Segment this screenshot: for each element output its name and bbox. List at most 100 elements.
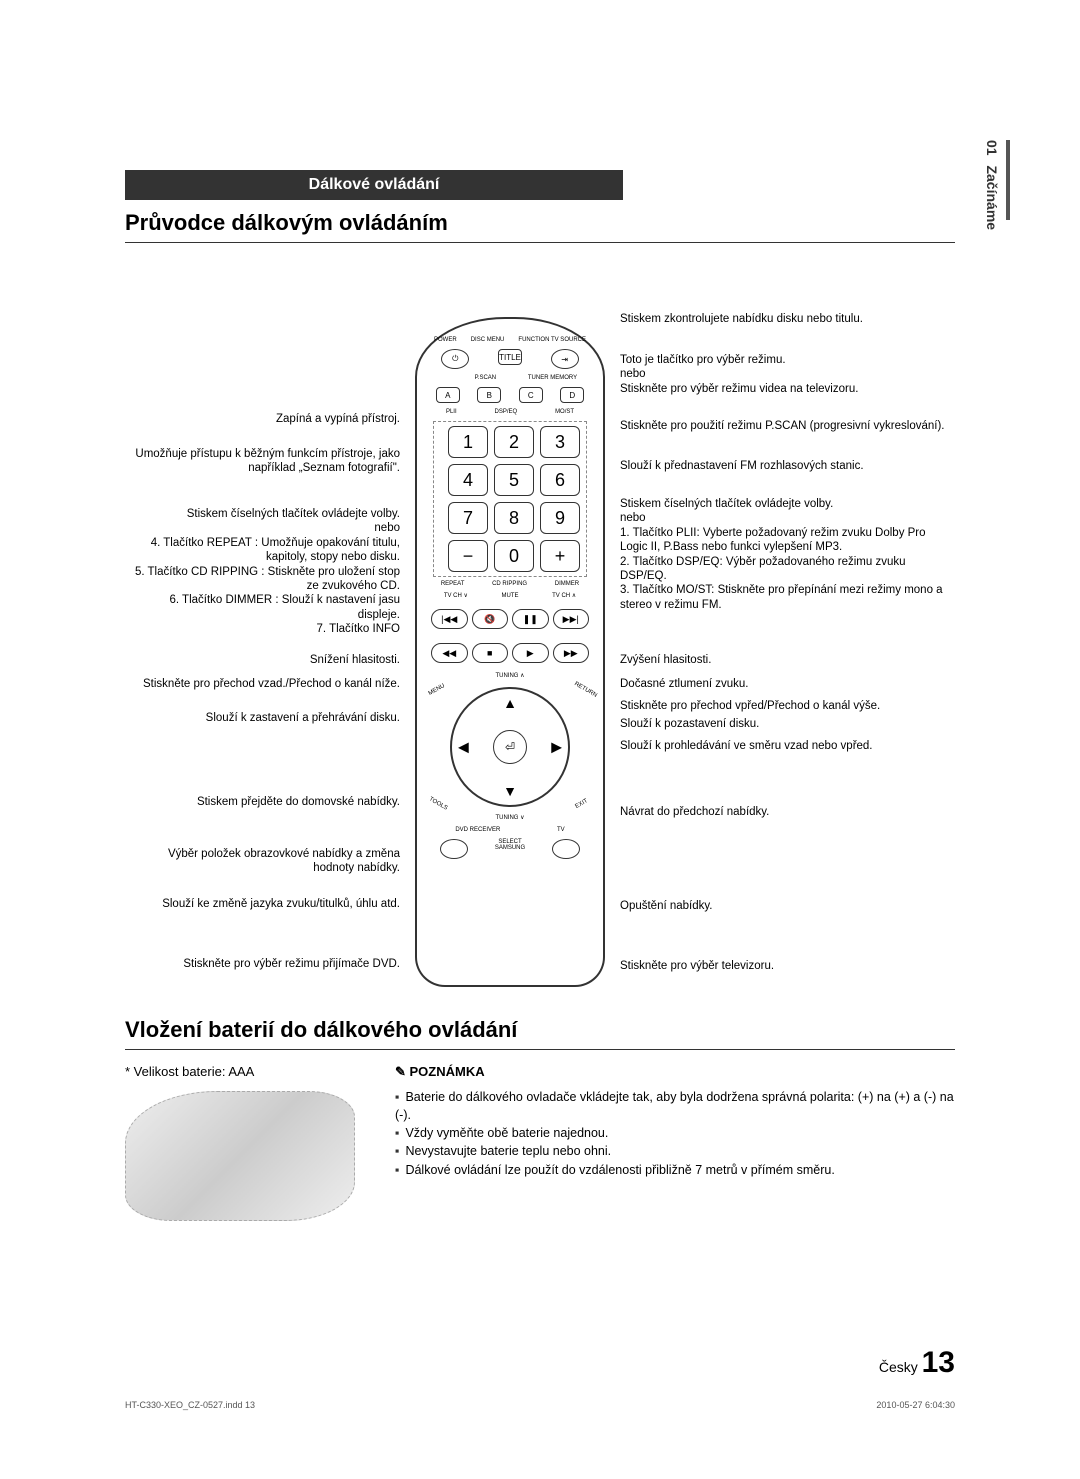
callout-right-8: Slouží k pozastavení disku. (620, 717, 955, 731)
callout-left-2: Stiskem číselných tlačítek ovládejte vol… (125, 507, 400, 636)
c-button[interactable]: C (519, 387, 543, 403)
battery-title: Vložení baterií do dálkového ovládání (125, 1017, 955, 1043)
play-button[interactable]: ▶ (512, 643, 549, 663)
imprint: HT-C330-XEO_CZ-0527.indd 13 2010-05-27 6… (125, 1400, 955, 1410)
num-7[interactable]: 7 (448, 502, 488, 534)
num-2[interactable]: 2 (494, 426, 534, 458)
mute-label: MUTE (502, 593, 519, 599)
vol-up[interactable]: + (540, 540, 580, 572)
select-label: SELECT SAMSUNG (495, 839, 525, 859)
num-8[interactable]: 8 (494, 502, 534, 534)
forward-button[interactable]: ▶▶ (553, 643, 590, 663)
most-label: MO/ST (555, 409, 574, 415)
source-button[interactable]: ⇥ (551, 349, 579, 369)
prev-button[interactable]: |◀◀ (431, 609, 468, 629)
tv-button[interactable] (552, 839, 580, 859)
callout-left-7: Výběr položek obrazovkové nabídky a změn… (125, 847, 400, 876)
menu-label: MENU (428, 683, 446, 697)
next-button[interactable]: ▶▶| (553, 609, 590, 629)
callout-left-8: Slouží ke změně jazyka zvuku/titulků, úh… (125, 897, 400, 911)
side-tab: 01 Začínáme (984, 140, 1000, 230)
tuner-label: TUNER MEMORY (528, 375, 577, 381)
vol-down[interactable]: − (448, 540, 488, 572)
callout-right-11: Opuštění nabídky. (620, 899, 955, 913)
dpad-down[interactable]: ▼ (503, 783, 517, 799)
battery-illustration (125, 1091, 355, 1221)
num-0[interactable]: 0 (494, 540, 534, 572)
page-footer: Česky 13 (879, 1346, 955, 1380)
callout-right-10: Návrat do předchozí nabídky. (620, 805, 955, 819)
guide-title: Průvodce dálkovým ovládáním (125, 210, 955, 236)
callout-right-6: Dočasné ztlumení zvuku. (620, 677, 955, 691)
callout-left-5: Slouží k zastavení a přehrávání disku. (125, 711, 400, 725)
callout-right-4: Stiskem číselných tlačítek ovládejte vol… (620, 497, 955, 612)
dvdreceiver-label: DVD RECEIVER (455, 827, 500, 833)
battery-right: POZNÁMKA Baterie do dálkového ovladače v… (395, 1064, 955, 1221)
page-content: Dálkové ovládání Průvodce dálkovým ovlád… (125, 170, 955, 1420)
tuningv-label: TUNING ∨ (495, 815, 524, 821)
callout-right-7: Stiskněte pro přechod vpřed/Přechod o ka… (620, 699, 955, 713)
battery-left: * Velikost baterie: AAA (125, 1064, 355, 1221)
imprint-left: HT-C330-XEO_CZ-0527.indd 13 (125, 1400, 255, 1410)
dpad-left[interactable]: ◀ (458, 739, 469, 756)
a-button[interactable]: A (436, 387, 460, 403)
num-1[interactable]: 1 (448, 426, 488, 458)
callout-left-4: Stiskněte pro přechod vzad./Přechod o ka… (125, 677, 400, 691)
dpad-up[interactable]: ▲ (503, 695, 517, 711)
callout-right-5: Zvýšení hlasitosti. (620, 653, 955, 667)
dpad: MENU RETURN TOOLS EXIT ▲ ▼ ◀ ▶ ⏎ (450, 687, 570, 807)
dimmer-label: DIMMER (555, 581, 579, 587)
mute-button[interactable]: 🔇 (472, 609, 509, 629)
tvchv-label: TV CH ∨ (444, 593, 468, 599)
rewind-button[interactable]: ◀◀ (431, 643, 468, 663)
numpad: 1 2 3 4 5 6 7 8 9 − 0 + (433, 421, 587, 577)
num-9[interactable]: 9 (540, 502, 580, 534)
page-lang: Česky (879, 1359, 918, 1375)
chapter-title: Začínáme (984, 165, 1000, 230)
callout-left-6: Stiskem přejděte do domovské nabídky. (125, 795, 400, 809)
stop-button[interactable]: ■ (472, 643, 509, 663)
plii-label: PLII (446, 409, 457, 415)
callout-right-12: Stiskněte pro výběr televizoru. (620, 959, 955, 973)
note-item-1: Vždy vyměňte obě baterie najednou. (395, 1124, 955, 1142)
note-item-2: Nevystavujte baterie teplu nebo ohni. (395, 1142, 955, 1160)
function-label: FUNCTION TV SOURCE (518, 337, 586, 343)
power-label: POWER (434, 337, 457, 343)
discmenu-label: DISC MENU (471, 337, 505, 343)
note-list: Baterie do dálkového ovladače vkládejte … (395, 1088, 955, 1179)
callout-left-9: Stiskněte pro výběr režimu přijímače DVD… (125, 957, 400, 971)
dspeq-label: DSP/EQ (495, 409, 518, 415)
num-3[interactable]: 3 (540, 426, 580, 458)
power-button[interactable]: ⏻ (441, 349, 469, 369)
rule (125, 242, 955, 243)
num-5[interactable]: 5 (494, 464, 534, 496)
callout-right-1: Toto je tlačítko pro výběr režimu. nebo … (620, 353, 955, 396)
tvcha-label: TV CH ∧ (552, 593, 576, 599)
transport-row1: |◀◀ 🔇 ❚❚ ▶▶| (427, 605, 593, 633)
battery-size: * Velikost baterie: AAA (125, 1064, 355, 1079)
transport-row2: ◀◀ ■ ▶ ▶▶ (427, 639, 593, 667)
callout-right-0: Stiskem zkontrolujete nabídku disku nebo… (620, 312, 955, 326)
dpad-right[interactable]: ▶ (551, 739, 562, 756)
pause-button[interactable]: ❚❚ (512, 609, 549, 629)
pscan-label: P.SCAN (475, 375, 497, 381)
dvdreceiver-button[interactable] (440, 839, 468, 859)
return-label: RETURN (573, 681, 598, 699)
dpad-enter[interactable]: ⏎ (493, 730, 527, 764)
tools-label: TOOLS (428, 796, 449, 811)
callout-left-3: Snížení hlasitosti. (125, 653, 400, 667)
callout-left-1: Umožňuje přístupu k běžným funkcím příst… (125, 447, 400, 476)
d-button[interactable]: D (560, 387, 584, 403)
exit-label: EXIT (574, 798, 589, 810)
num-6[interactable]: 6 (540, 464, 580, 496)
tv-label: TV (557, 827, 565, 833)
b-button[interactable]: B (477, 387, 501, 403)
title-button[interactable]: TITLE (498, 349, 522, 365)
imprint-right: 2010-05-27 6:04:30 (876, 1400, 955, 1410)
chapter-number: 01 (984, 140, 1000, 156)
num-4[interactable]: 4 (448, 464, 488, 496)
battery-section: * Velikost baterie: AAA POZNÁMKA Baterie… (125, 1064, 955, 1221)
cdrip-label: CD RIPPING (492, 581, 527, 587)
page-number: 13 (922, 1346, 955, 1379)
remote-diagram: POWER DISC MENU FUNCTION TV SOURCE ⏻ TIT… (125, 257, 955, 997)
